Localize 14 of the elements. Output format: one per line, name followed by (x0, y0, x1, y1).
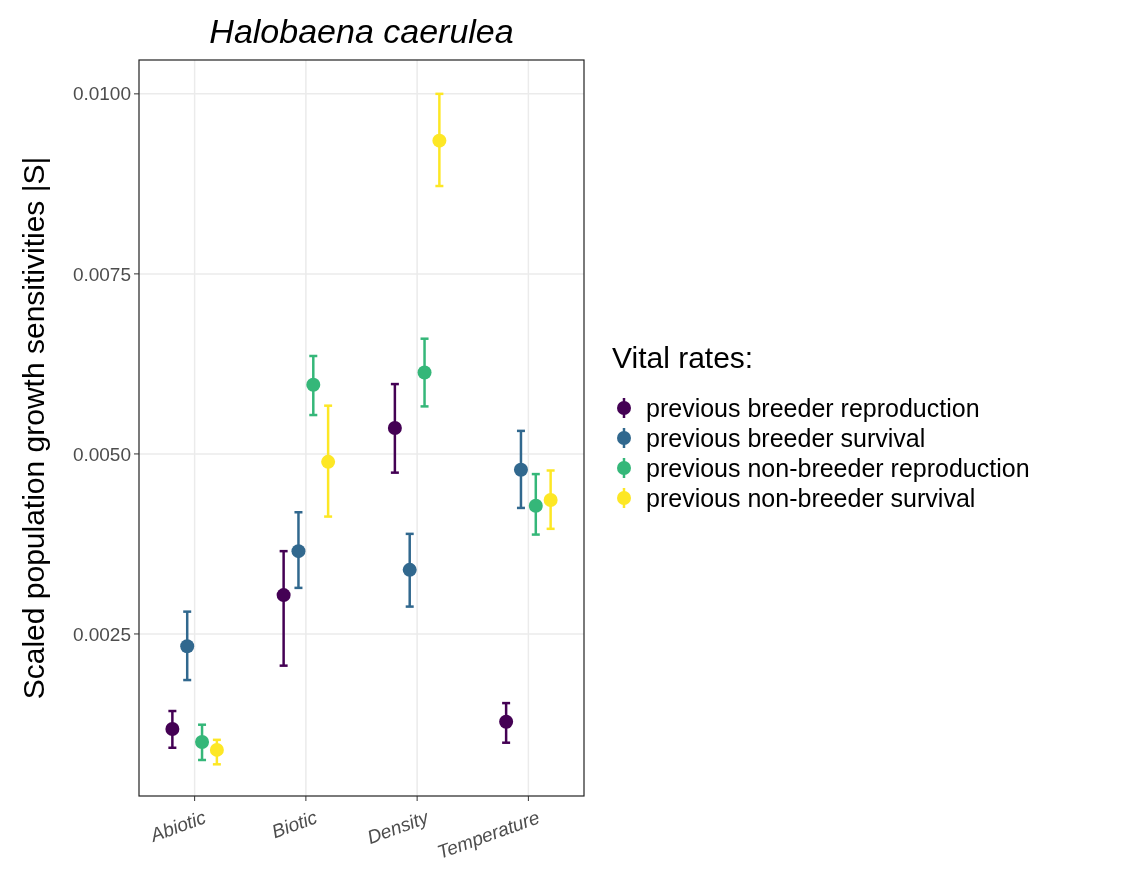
y-tick-label: 0.0100 (72, 83, 131, 105)
y-tick-label: 0.0050 (72, 443, 131, 465)
y-tick-label: 0.0075 (72, 263, 131, 285)
legend-label: previous non-breeder reproduction (646, 453, 1030, 482)
y-axis-title: Scaled population growth sensitivities |S| (17, 156, 50, 700)
y-tick-label: 0.0025 (72, 623, 131, 645)
legend-label: previous non-breeder survival (646, 483, 976, 512)
x-tick-label: Density (364, 806, 433, 848)
legend-label: previous breeder survival (646, 423, 926, 452)
x-tick-label: Abiotic (146, 806, 210, 847)
chart-title: Halobaena caerulea (209, 12, 514, 50)
legend-title: Vital rates: (612, 341, 754, 374)
legend-label: previous breeder reproduction (646, 393, 980, 422)
x-tick-label: Biotic (268, 806, 321, 843)
